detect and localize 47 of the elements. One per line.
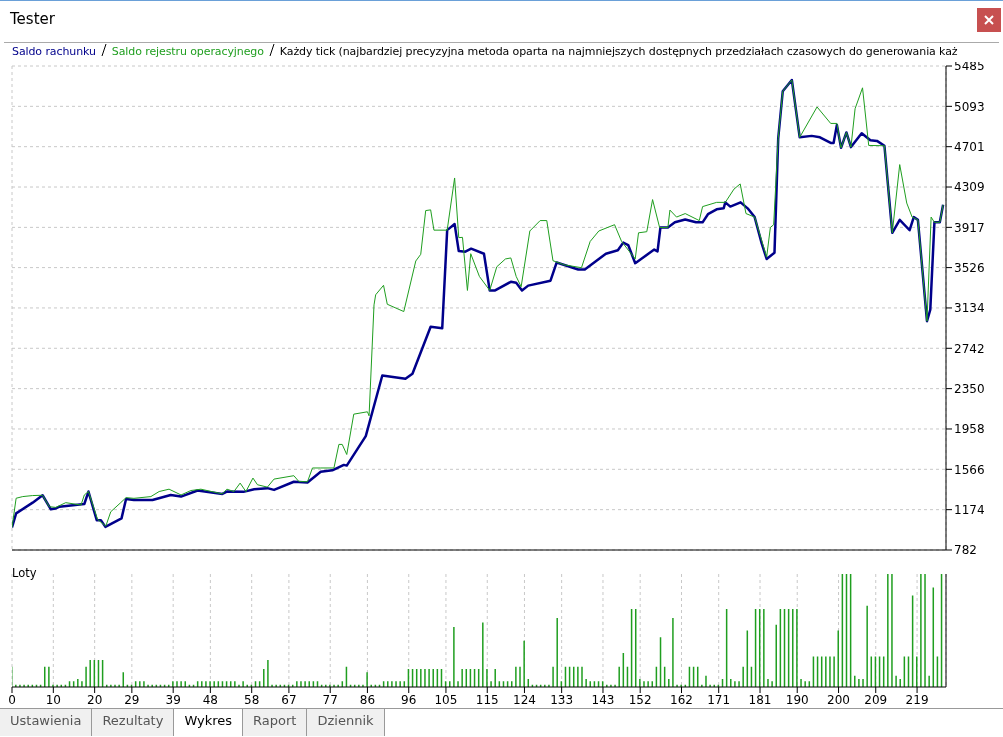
x-tick-label: 67 — [281, 692, 297, 707]
y-tick-label: 1174 — [954, 502, 985, 517]
x-tick-label: 209 — [864, 692, 888, 707]
y-tick-label: 3526 — [954, 260, 985, 275]
text: Dziennik — [307, 709, 385, 736]
y-tick-label: 2742 — [954, 341, 985, 356]
text: Raport — [243, 709, 308, 736]
x-tick-label: 219 — [905, 692, 929, 707]
x-tick-label: 133 — [550, 692, 574, 707]
text: Ustawienia — [0, 709, 93, 736]
text: Saldo rachunku — [12, 45, 96, 58]
y-tick-label: 3917 — [954, 220, 985, 235]
x-tick-label: 171 — [707, 692, 731, 707]
x-tick-label: 152 — [628, 692, 652, 707]
x-tick-label: 200 — [827, 692, 850, 707]
x-tick-label: 86 — [359, 692, 376, 707]
y-tick-label: 5485 — [954, 59, 985, 74]
x-tick-label: 181 — [748, 692, 772, 707]
x-tick-label: 143 — [591, 692, 615, 707]
x-tick-label: 190 — [785, 692, 809, 707]
y-tick-label: 4701 — [954, 139, 985, 154]
x-tick-label: 105 — [434, 692, 458, 707]
y-tick-label: 5093 — [954, 99, 985, 114]
y-tick-label: 3134 — [954, 301, 985, 316]
x-tick-label: 115 — [475, 692, 499, 707]
text: Rezultaty — [92, 709, 175, 736]
chart-title: Loty — [12, 566, 37, 580]
text: Saldo rejestru operacyjnego — [111, 45, 264, 58]
x-tick-label: 58 — [244, 692, 260, 707]
y-tick-label: 1958 — [954, 422, 985, 437]
y-tick-label: 4309 — [954, 180, 985, 195]
x-tick-label: 48 — [202, 692, 219, 707]
x-tick-label: 10 — [45, 692, 61, 707]
x-tick-label: 124 — [513, 692, 536, 707]
y-tick-label: 782 — [954, 543, 977, 558]
x-tick-label: 29 — [124, 692, 140, 707]
x-tick-label: 20 — [87, 692, 103, 707]
chart-title: Tester — [10, 10, 55, 28]
x-tick-label: 77 — [322, 692, 338, 707]
y-tick-label: 2350 — [954, 381, 985, 396]
text: Wykres — [174, 709, 244, 736]
x-tick-label: 39 — [165, 692, 181, 707]
x-tick-label: 96 — [401, 692, 417, 707]
y-tick-label: 1566 — [954, 462, 985, 477]
x-tick-label: 0 — [8, 692, 16, 707]
chart-subtitle: Każdy tick (najbardziej precyzyjna metoda oparta na najmniejszych dostępnych przedziałach czasowych do generowania każ — [279, 45, 958, 58]
x-tick-label: 162 — [670, 692, 693, 707]
